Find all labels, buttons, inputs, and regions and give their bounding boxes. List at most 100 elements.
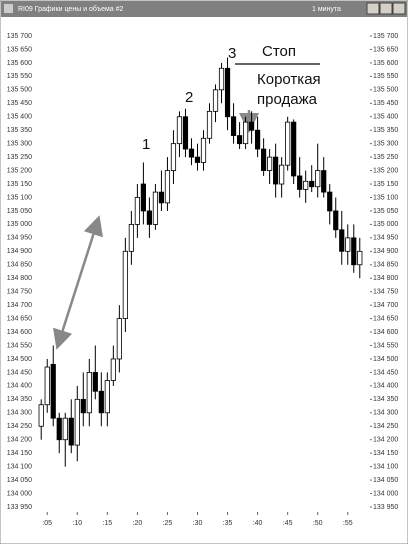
- candle-body: [200, 137, 207, 163]
- candle-body: [158, 191, 165, 204]
- candle-body: [351, 237, 357, 266]
- y2-tick-label: 134 550: [373, 342, 398, 349]
- window-title: RI09 Графики цены и объема #2: [18, 5, 124, 13]
- y-tick-label: 134 500: [7, 356, 32, 363]
- y2-tick-label: 134 250: [373, 423, 398, 430]
- candle-body: [206, 110, 213, 139]
- y2-tick-label: 134 450: [373, 369, 398, 376]
- maximize-button[interactable]: [379, 2, 393, 15]
- candle-body: [254, 129, 261, 150]
- y2-tick-label: 134 750: [373, 289, 398, 296]
- y2-tick-label: 134 350: [373, 396, 398, 403]
- candle-body: [212, 89, 219, 112]
- candle-body: [128, 223, 134, 252]
- y-tick-label: 134 100: [7, 463, 32, 470]
- y-tick-label: 135 700: [7, 33, 32, 40]
- y2-tick-label: 134 600: [373, 329, 398, 336]
- close-button[interactable]: [392, 2, 406, 15]
- y-tick-label: 134 400: [7, 383, 32, 390]
- y-tick-label: 134 350: [7, 396, 32, 403]
- window-interval: 1 минута: [312, 6, 341, 13]
- y2-tick-label: 135 100: [373, 194, 398, 201]
- x-tick-label: :45: [283, 520, 293, 527]
- candle-body: [38, 404, 44, 427]
- candle-body: [242, 121, 249, 145]
- candle-body: [321, 170, 327, 193]
- y2-tick-label: 134 950: [373, 235, 398, 242]
- y2-tick-label: 135 150: [373, 181, 398, 188]
- y-tick-label: 135 450: [7, 100, 32, 107]
- candle-body: [98, 390, 104, 414]
- candle-body: [146, 210, 153, 225]
- y2-tick-label: 135 500: [373, 87, 398, 94]
- y2-tick-label: 134 100: [373, 463, 398, 470]
- y-tick-label: 134 150: [7, 450, 32, 457]
- x-tick-label: :20: [133, 520, 143, 527]
- candle-body: [188, 148, 195, 158]
- y2-tick-label: 134 000: [373, 490, 398, 497]
- y2-tick-label: 134 850: [373, 262, 398, 269]
- y2-tick-label: 134 050: [373, 477, 398, 484]
- candle-body: [164, 170, 171, 204]
- candle-body: [279, 164, 285, 185]
- candle-body: [339, 229, 345, 252]
- y-tick-label: 134 900: [7, 248, 32, 255]
- candle-body: [297, 175, 303, 190]
- y-tick-label: 134 250: [7, 423, 32, 430]
- y-tick-label: 134 600: [7, 329, 32, 336]
- y-tick-label: 135 150: [7, 181, 32, 188]
- y2-tick-label: 135 200: [373, 167, 398, 174]
- x-tick-label: :50: [313, 520, 323, 527]
- y-tick-label: 135 050: [7, 208, 32, 215]
- candle-body: [230, 116, 237, 136]
- y2-tick-label: 135 000: [373, 221, 398, 228]
- y2-tick-label: 134 800: [373, 275, 398, 282]
- candle-body: [218, 67, 225, 91]
- y2-tick-label: 134 400: [373, 383, 398, 390]
- y-tick-label: 134 800: [7, 275, 32, 282]
- y2-tick-label: 135 700: [373, 33, 398, 40]
- candle-body: [134, 197, 140, 225]
- candle-body: [182, 116, 189, 150]
- y2-tick-label: 134 150: [373, 450, 398, 457]
- y-tick-label: 135 550: [7, 73, 32, 80]
- candle-body: [236, 135, 243, 145]
- candle-body: [291, 121, 297, 177]
- x-tick-label: :40: [253, 520, 263, 527]
- y-tick-label: 135 600: [7, 60, 32, 67]
- y-tick-label: 134 300: [7, 410, 32, 417]
- candle-body: [176, 116, 183, 145]
- y-tick-label: 135 350: [7, 127, 32, 134]
- y2-tick-label: 133 950: [373, 504, 398, 511]
- trend-arrow: [53, 215, 103, 350]
- candle-body: [80, 398, 86, 414]
- x-tick-label: :10: [72, 520, 82, 527]
- y-tick-label: 134 450: [7, 369, 32, 376]
- annotation: Стоп: [262, 43, 296, 60]
- candle-body: [273, 156, 279, 185]
- x-tick-label: :35: [223, 520, 233, 527]
- y-tick-label: 135 650: [7, 46, 32, 53]
- annotation: 1: [142, 136, 150, 153]
- candle-body: [104, 380, 110, 414]
- y2-tick-label: 134 300: [373, 410, 398, 417]
- y2-tick-label: 134 500: [373, 356, 398, 363]
- candle-body: [44, 366, 50, 406]
- x-tick-label: :05: [42, 520, 52, 527]
- y-tick-label: 135 200: [7, 167, 32, 174]
- candle-body: [261, 148, 267, 171]
- candle-body: [50, 363, 56, 419]
- candle-body: [86, 372, 92, 414]
- candle-body: [110, 358, 116, 381]
- y2-tick-label: 135 250: [373, 154, 398, 161]
- y-tick-label: 135 300: [7, 141, 32, 148]
- candle-body: [170, 143, 177, 171]
- x-tick-label: :55: [343, 520, 353, 527]
- candle-body: [303, 180, 309, 190]
- y2-tick-label: 134 200: [373, 437, 398, 444]
- candle-body: [333, 210, 339, 231]
- candle-body: [122, 250, 128, 319]
- minimize-button[interactable]: [366, 2, 380, 15]
- candle-body: [116, 318, 122, 360]
